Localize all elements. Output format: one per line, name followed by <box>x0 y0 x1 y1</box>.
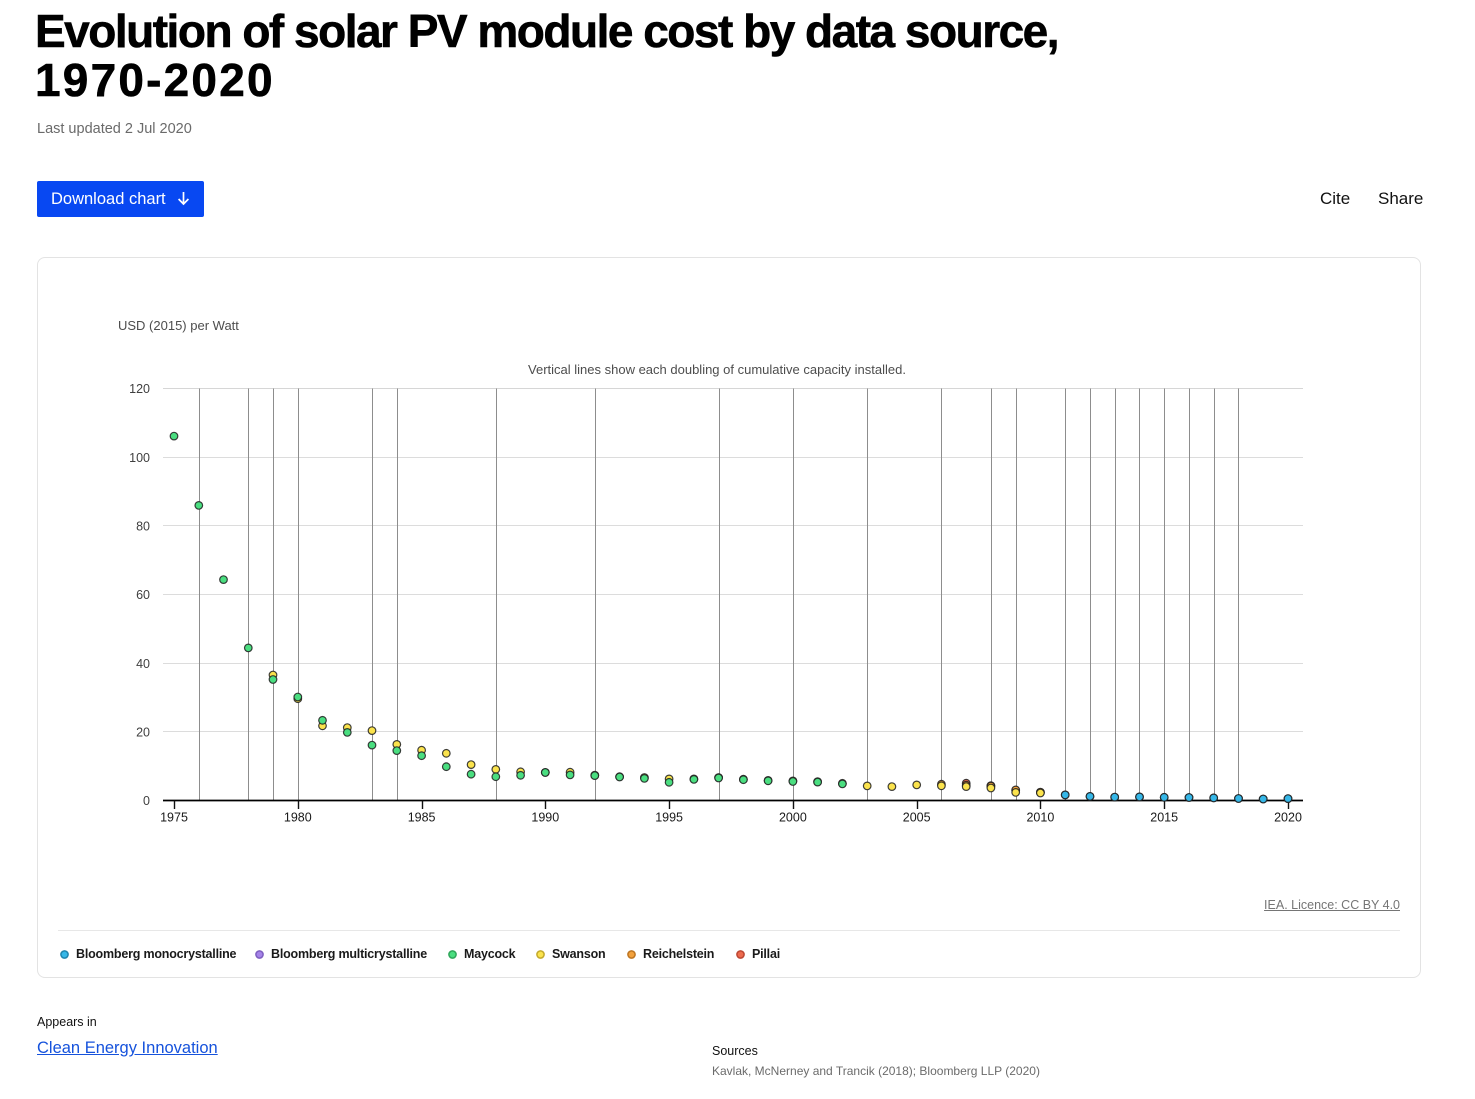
svg-text:1995: 1995 <box>655 811 683 825</box>
svg-text:1985: 1985 <box>408 811 436 825</box>
svg-text:1975: 1975 <box>160 811 188 825</box>
svg-text:2005: 2005 <box>903 811 931 825</box>
svg-text:100: 100 <box>129 451 150 465</box>
svg-text:2020: 2020 <box>1274 811 1302 825</box>
svg-text:20: 20 <box>136 726 150 740</box>
svg-text:60: 60 <box>136 588 150 602</box>
svg-text:2015: 2015 <box>1150 811 1178 825</box>
svg-text:1990: 1990 <box>531 811 559 825</box>
svg-text:120: 120 <box>129 382 150 396</box>
svg-text:2000: 2000 <box>779 811 807 825</box>
svg-text:1980: 1980 <box>284 811 312 825</box>
svg-text:40: 40 <box>136 657 150 671</box>
svg-text:80: 80 <box>136 520 150 534</box>
svg-text:2010: 2010 <box>1026 811 1054 825</box>
svg-text:0: 0 <box>143 794 150 808</box>
